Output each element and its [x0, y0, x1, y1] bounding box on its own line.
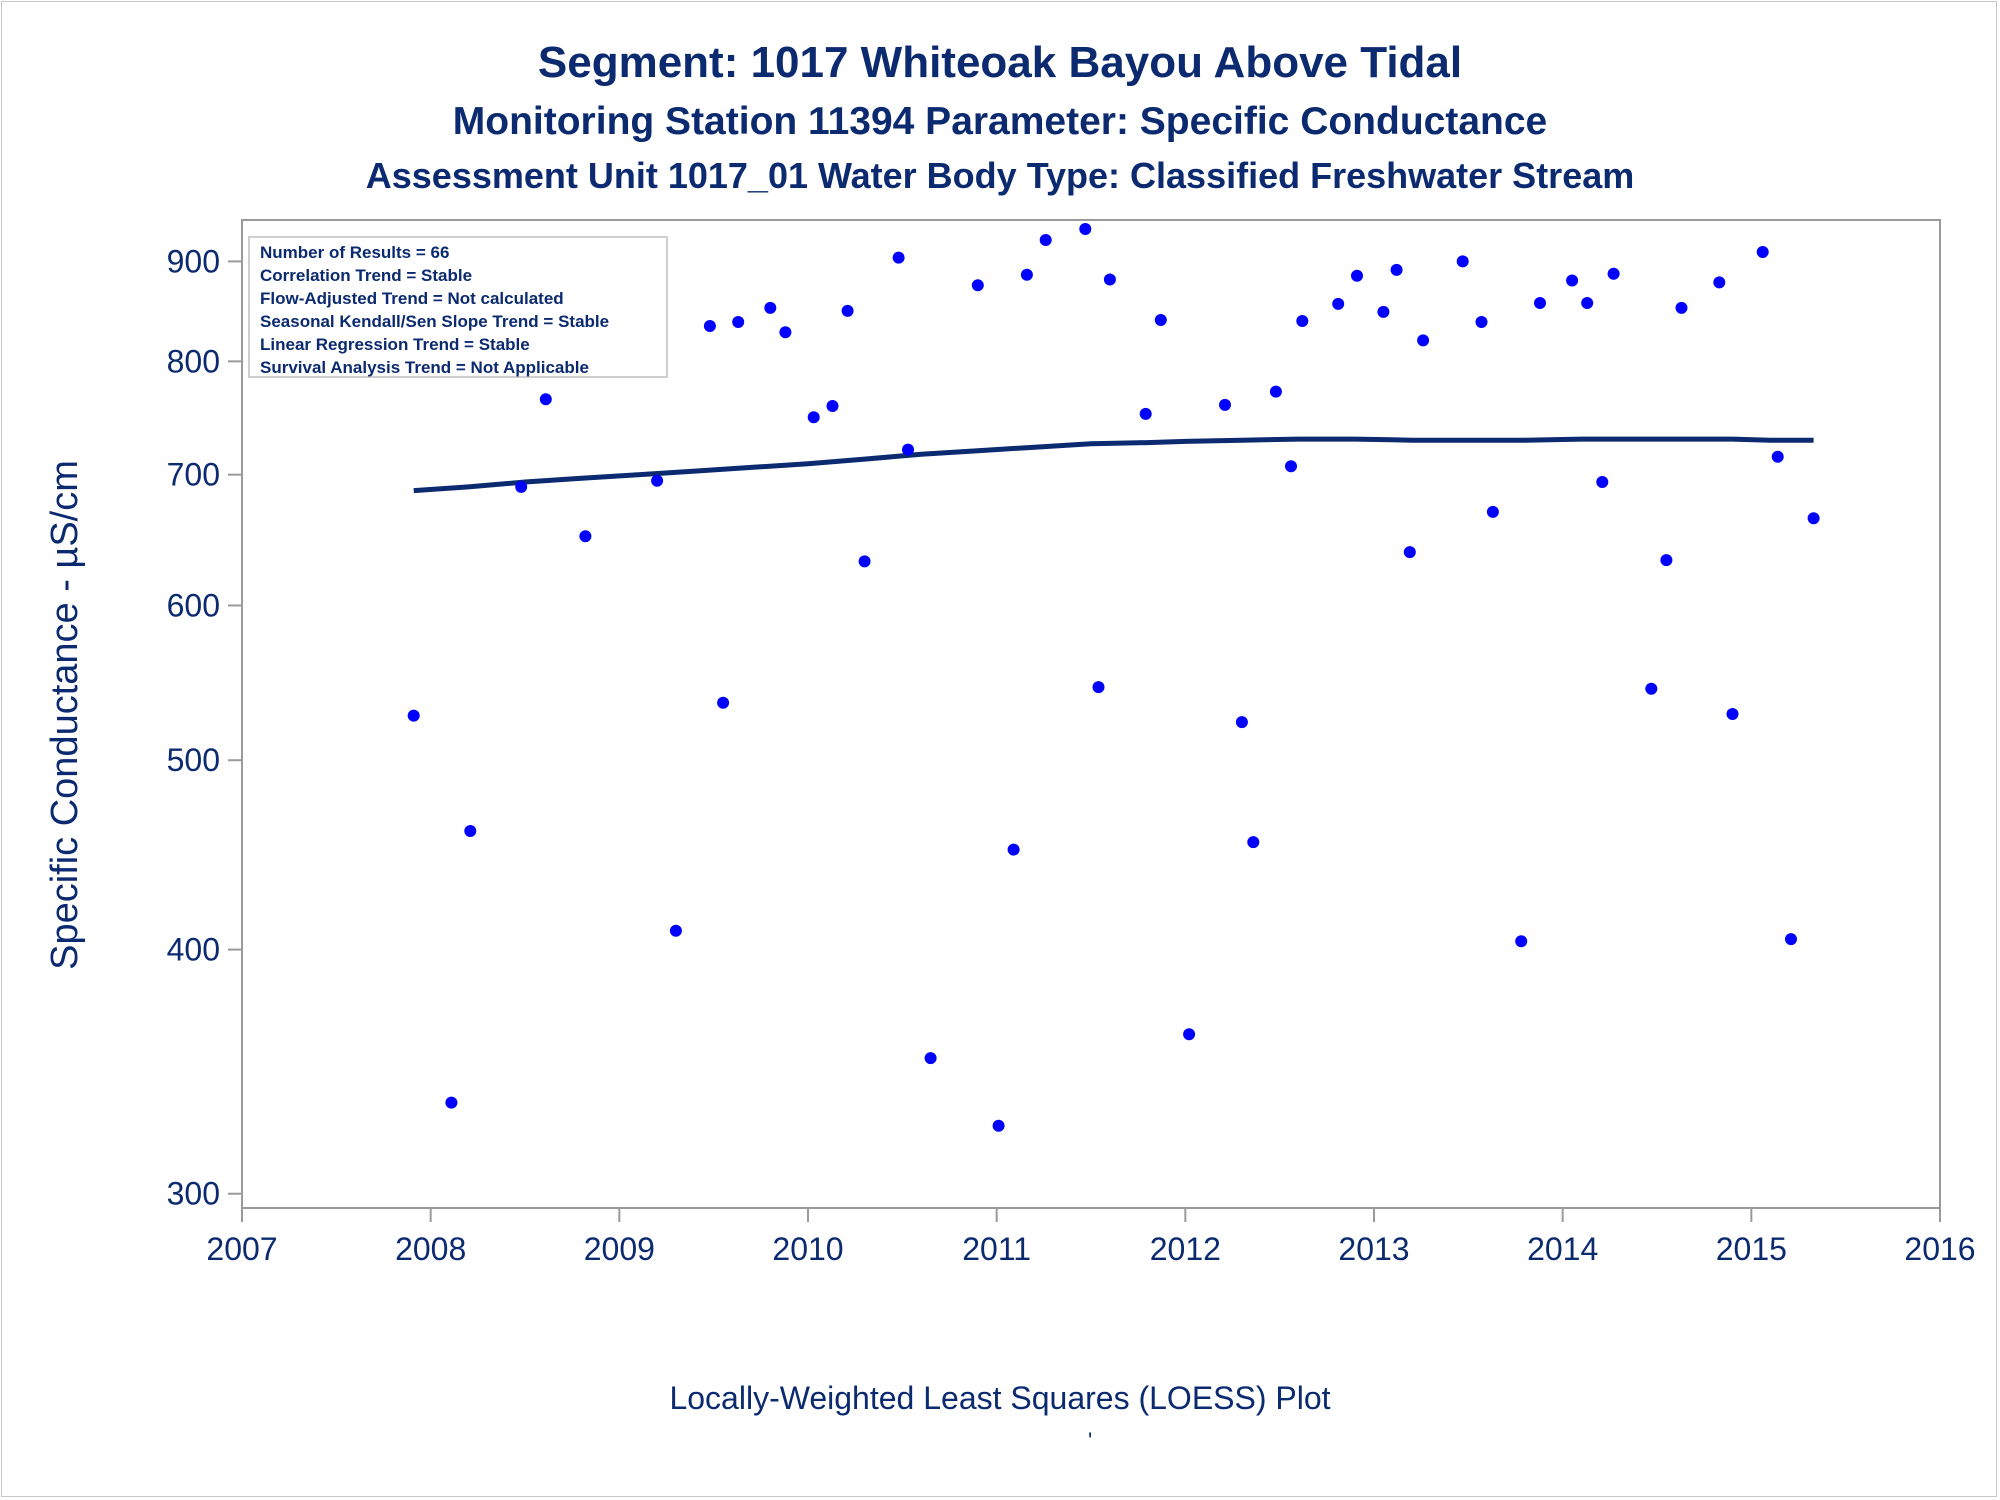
data-point	[732, 316, 745, 328]
data-point	[1607, 267, 1620, 280]
legend-line-survival: Survival Analysis Trend = Not Applicable	[260, 358, 589, 377]
x-tick-label: 2007	[206, 1231, 277, 1267]
legend-line-linear-regression: Linear Regression Trend = Stable	[260, 335, 530, 354]
data-point	[1269, 385, 1282, 398]
data-point	[858, 555, 871, 568]
data-point	[779, 326, 792, 339]
data-point	[1332, 297, 1345, 310]
x-tick-label: 2016	[1904, 1231, 1975, 1267]
data-point	[445, 1096, 458, 1109]
data-point	[1020, 268, 1033, 281]
data-point	[669, 924, 682, 937]
x-tick-label: 2015	[1716, 1231, 1787, 1267]
y-tick-label: 400	[167, 932, 220, 968]
data-point	[1247, 836, 1260, 849]
y-axis-title: Specific Conductance - µS/cm	[44, 460, 86, 970]
data-point	[841, 304, 854, 317]
data-point	[1039, 234, 1052, 246]
x-tick-label: 2012	[1150, 1231, 1221, 1267]
legend-line-flow-adjusted: Flow-Adjusted Trend = Not calculated	[260, 289, 564, 308]
data-point	[1154, 314, 1167, 326]
data-point	[1675, 301, 1688, 314]
x-tick-label: 2009	[584, 1231, 655, 1267]
data-point	[1660, 554, 1673, 567]
data-point	[1596, 476, 1609, 488]
data-points-group	[407, 223, 1820, 1132]
data-point	[1377, 305, 1390, 318]
loess-line	[413, 436, 1814, 494]
data-point	[579, 530, 592, 543]
data-point	[1351, 269, 1363, 282]
data-point	[515, 480, 528, 493]
data-point	[1092, 681, 1105, 694]
data-point	[1726, 708, 1739, 720]
data-point	[717, 696, 730, 709]
data-point	[703, 320, 716, 332]
data-point	[1403, 546, 1416, 559]
data-point	[1219, 398, 1231, 411]
data-point	[1756, 246, 1769, 258]
x-tick-label: 2014	[1527, 1231, 1598, 1267]
data-point	[1235, 716, 1248, 729]
footnote-mark: '	[1088, 1428, 1093, 1453]
data-point	[1183, 1028, 1196, 1041]
data-point	[1581, 297, 1594, 309]
data-point	[1475, 316, 1488, 328]
data-point	[1079, 223, 1092, 235]
x-tick-label: 2008	[395, 1231, 466, 1267]
data-point	[1417, 334, 1430, 347]
data-point	[1785, 933, 1797, 946]
data-point	[924, 1052, 937, 1065]
data-point	[1285, 460, 1297, 473]
trend-statistics-box: Number of Results = 66 Correlation Trend…	[248, 236, 668, 378]
data-point	[1103, 273, 1116, 286]
data-point	[1456, 255, 1469, 268]
y-tick-label: 500	[167, 742, 220, 778]
x-tick-label: 2013	[1338, 1231, 1409, 1267]
data-point	[1007, 843, 1020, 856]
data-point	[1566, 274, 1579, 287]
data-point	[971, 279, 984, 292]
data-point	[1807, 512, 1820, 525]
data-point	[892, 251, 905, 264]
legend-line-seasonal-kendall: Seasonal Kendall/Sen Slope Trend = Stabl…	[260, 312, 610, 331]
data-point	[807, 411, 820, 424]
y-tick-label: 800	[167, 343, 220, 379]
y-tick-label: 300	[167, 1176, 220, 1212]
data-point	[826, 400, 839, 412]
chart-title: Segment: 1017 Whiteoak Bayou Above Tidal	[537, 38, 1463, 87]
chart-subtitle-2: Assessment Unit 1017_01 Water Body Type:…	[365, 155, 1635, 196]
data-point	[1713, 276, 1726, 289]
plot-area	[241, 219, 1941, 1209]
data-point	[1390, 263, 1403, 276]
y-tick-label: 900	[167, 243, 220, 279]
data-point	[464, 825, 477, 837]
chart-footer: Locally-Weighted Least Squares (LOESS) P…	[669, 1380, 1331, 1416]
data-point	[1515, 935, 1528, 948]
y-axis: 300 400 500 600 700 800 900	[167, 243, 242, 1212]
data-point	[1771, 450, 1784, 463]
data-point	[1534, 297, 1546, 309]
data-point	[1296, 315, 1309, 327]
data-point	[651, 474, 664, 487]
x-tick-label: 2010	[772, 1231, 843, 1267]
legend-line-results: Number of Results = 66	[260, 243, 450, 262]
data-point	[764, 301, 777, 314]
data-point	[992, 1119, 1005, 1132]
data-point	[539, 393, 552, 406]
y-tick-label: 700	[167, 457, 220, 493]
data-point	[1139, 407, 1152, 420]
loess-curve-group	[413, 436, 1814, 494]
data-point	[1486, 505, 1499, 518]
legend-line-correlation: Correlation Trend = Stable	[260, 266, 473, 285]
y-tick-label: 600	[167, 588, 220, 624]
chart-subtitle: Monitoring Station 11394 Parameter: Spec…	[452, 100, 1548, 143]
x-tick-label: 2011	[962, 1231, 1031, 1267]
data-point	[902, 443, 914, 456]
data-point	[407, 709, 420, 722]
x-axis: 2007 2008 2009 2010 2011 2012 2013 2014 2015 2016	[206, 1208, 1976, 1267]
data-point	[1645, 682, 1658, 695]
